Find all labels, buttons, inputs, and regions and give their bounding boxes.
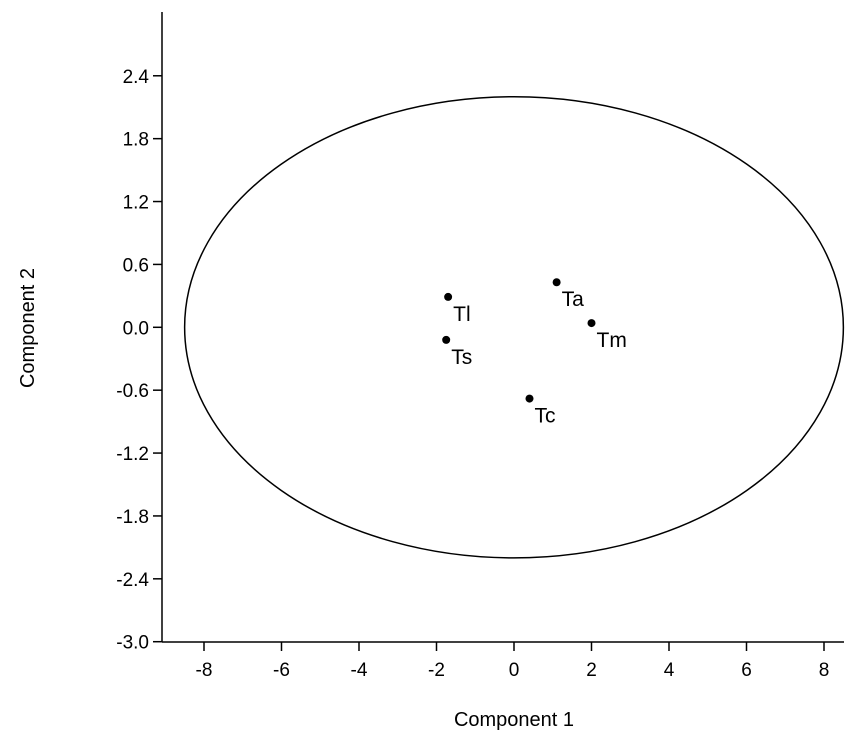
y-ticks: 2.4 1.8 1.2 0.6 0.0 -0.6 -1.2 -1.8 -2.4 -3.0 [116, 67, 162, 654]
confidence-ellipse [183, 95, 845, 559]
data-point-label-ts: Ts [451, 346, 472, 369]
y-tick-label: -3.0 [116, 633, 149, 654]
x-ticks: -8 -6 -4 -2 0 2 4 6 8 [196, 642, 830, 681]
x-tick-label: -4 [351, 660, 368, 681]
data-points: Tl Ts Ta Tm Tc [442, 278, 627, 428]
y-axis-title: Component 2 [17, 268, 39, 388]
y-tick-label: 1.2 [123, 193, 149, 214]
data-point-label-tm: Tm [597, 329, 627, 352]
data-point-ta [552, 278, 561, 287]
data-point-label-tc: Tc [535, 405, 556, 428]
y-tick-label: 2.4 [123, 67, 150, 88]
x-tick-label: -2 [428, 660, 445, 681]
y-tick-label: 1.8 [123, 130, 149, 151]
y-tick-label: -1.2 [116, 444, 149, 465]
axes [161, 12, 844, 643]
x-tick-label: 4 [664, 660, 675, 681]
x-tick-label: -6 [273, 660, 290, 681]
y-tick-label: -0.6 [116, 381, 149, 402]
data-point-ts [442, 335, 451, 344]
x-tick-label: -8 [196, 660, 213, 681]
x-tick-label: 8 [819, 660, 830, 681]
x-tick-label: 0 [509, 660, 520, 681]
data-point-label-tl: Tl [453, 303, 471, 326]
data-point-tm [587, 319, 596, 328]
data-point-tc [525, 394, 534, 403]
x-tick-label: 2 [586, 660, 597, 681]
y-tick-label: 0.6 [123, 255, 149, 276]
x-tick-label: 6 [741, 660, 752, 681]
y-tick-label: -2.4 [116, 570, 149, 591]
data-point-tl [444, 292, 453, 301]
y-tick-label: 0.0 [123, 318, 149, 339]
x-axis-title: Component 1 [454, 709, 574, 731]
y-tick-label: -1.8 [116, 507, 149, 528]
data-point-label-ta: Ta [562, 288, 585, 311]
